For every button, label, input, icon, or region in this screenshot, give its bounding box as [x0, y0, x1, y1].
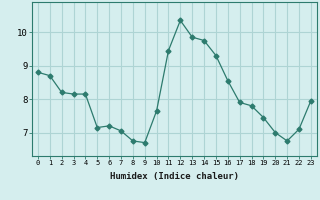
- X-axis label: Humidex (Indice chaleur): Humidex (Indice chaleur): [110, 172, 239, 181]
